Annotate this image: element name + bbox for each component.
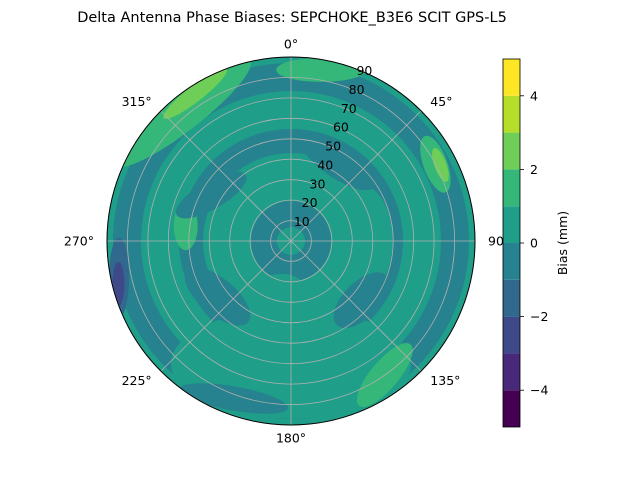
colorbar-tick-label: −2	[530, 309, 548, 324]
colorbar-block	[503, 353, 520, 391]
colorbar-ticks: −4 −2 0 2 4	[520, 88, 548, 398]
colorbar-block	[503, 316, 520, 354]
contour-northwest-trough	[175, 171, 247, 219]
colorbar-block	[503, 243, 520, 280]
colorbar: −4 −2 0 2 4 Bias (mm)	[502, 58, 570, 428]
radial-tick-label: 10	[294, 214, 310, 229]
polar-grid	[106, 56, 476, 426]
colorbar-block	[503, 132, 520, 170]
radial-tick-label: 90	[356, 63, 372, 78]
radial-tick-label: 40	[317, 157, 333, 172]
colorbar-block	[503, 95, 520, 133]
colorbar-block	[503, 390, 520, 427]
radial-tick-label: 50	[325, 139, 341, 154]
radial-tick-label: 20	[302, 195, 318, 210]
azimuth-tick-label: 270°	[64, 234, 94, 249]
grid-spoke	[290, 240, 422, 372]
colorbar-block	[503, 279, 520, 317]
azimuth-tick-labels: 0° 45° 90 135° 180° 225° 270° 315°	[64, 37, 504, 446]
colorbar-blocks	[503, 59, 520, 427]
radial-tick-label: 30	[310, 176, 326, 191]
contour-southwest-trough	[184, 267, 251, 326]
azimuth-tick-label: 225°	[122, 373, 152, 388]
contour-south-inner	[224, 273, 309, 343]
colorbar-label: Bias (mm)	[555, 211, 570, 275]
contour-northwest-peak	[163, 68, 228, 119]
contour-field	[107, 57, 475, 425]
radial-tick-label: 70	[341, 101, 357, 116]
contour-northwest-high	[115, 58, 252, 167]
contour-north-high	[276, 57, 367, 82]
colorbar-block	[503, 59, 520, 96]
azimuth-tick-label: 90	[488, 234, 504, 249]
contour-southeast-trough	[333, 272, 390, 328]
colorbar-tick-label: 4	[530, 88, 538, 103]
colorbar-tick-label: −4	[530, 383, 548, 398]
colorbar-tick-label: 0	[530, 236, 538, 251]
grid-spoke	[160, 110, 292, 242]
colorbar-tick-label: 2	[530, 162, 538, 177]
azimuth-tick-label: 135°	[430, 373, 460, 388]
radial-tick-labels: 10 20 30 40 50 60 70 80 90	[294, 63, 373, 229]
grid-spoke	[290, 110, 422, 242]
polar-frame	[106, 56, 476, 426]
azimuth-tick-label: 45°	[430, 94, 452, 109]
azimuth-tick-label: 315°	[122, 94, 152, 109]
contour-west-lowest	[112, 262, 125, 306]
radial-tick-label: 80	[349, 82, 365, 97]
radial-tick-label: 60	[333, 120, 349, 135]
grid-spoke	[160, 240, 292, 372]
azimuth-tick-label: 0°	[284, 37, 298, 52]
contour-south-rim	[179, 383, 288, 414]
colorbar-block	[503, 169, 520, 207]
polar-plot: 0° 45° 90 135° 180° 225° 270° 315° 10 20 30 40 50 60…	[64, 37, 504, 446]
chart-title: Delta Antenna Phase Biases: SEPCHOKE_B3E…	[77, 10, 507, 26]
colorbar-block	[503, 206, 520, 243]
azimuth-tick-label: 180°	[276, 431, 306, 446]
contour-northeast-peak	[432, 147, 449, 182]
